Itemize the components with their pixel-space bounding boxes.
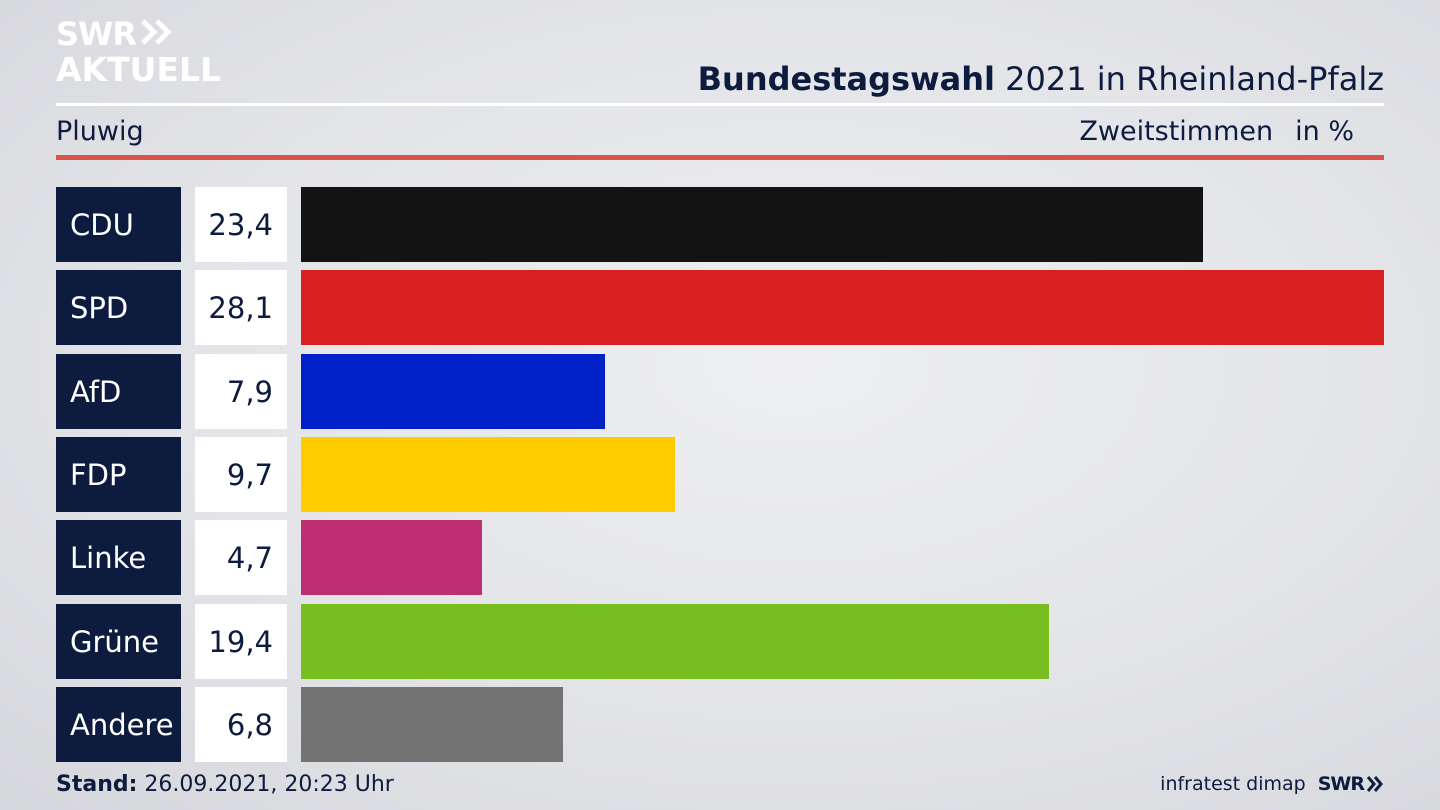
chart-title-bold: Bundestagswahl bbox=[697, 60, 995, 98]
data-label: 7,9 bbox=[195, 354, 287, 429]
data-label: 23,4 bbox=[195, 187, 287, 262]
bar-chart: CDU 23,4 SPD 28,1 AfD 7,9 FDP 9,7 Linke 4,7 Grüne 1… bbox=[56, 187, 1384, 762]
source-text: infratest dimap bbox=[1160, 773, 1306, 795]
party-label: FDP bbox=[56, 437, 181, 512]
party-label: AfD bbox=[56, 354, 181, 429]
double-chevron-right-icon bbox=[1366, 776, 1383, 792]
data-label: 4,7 bbox=[195, 520, 287, 595]
logo-swr-line: SWR bbox=[56, 18, 221, 50]
data-label: 28,1 bbox=[195, 270, 287, 345]
bar-row: Andere 6,8 bbox=[56, 687, 1384, 762]
logo-swr-text: SWR bbox=[56, 15, 137, 53]
source-credit: infratest dimap SWR bbox=[1160, 773, 1384, 795]
data-label: 19,4 bbox=[195, 604, 287, 679]
data-label: 9,7 bbox=[195, 437, 287, 512]
measure-text: Zweitstimmen bbox=[1079, 116, 1274, 147]
party-label: Linke bbox=[56, 520, 181, 595]
bar-row: Grüne 19,4 bbox=[56, 604, 1384, 679]
unit-text: in % bbox=[1295, 116, 1354, 147]
timestamp: Stand: 26.09.2021, 20:23 Uhr bbox=[56, 772, 394, 797]
party-label: Grüne bbox=[56, 604, 181, 679]
measure-label: Zweitstimmen in % bbox=[1079, 116, 1354, 147]
bar-row: SPD 28,1 bbox=[56, 270, 1384, 345]
bar-row: FDP 9,7 bbox=[56, 437, 1384, 512]
bar bbox=[301, 437, 675, 512]
chart-title-rest: 2021 in Rheinland-Pfalz bbox=[995, 60, 1384, 98]
bar bbox=[301, 687, 563, 762]
bar bbox=[301, 270, 1384, 345]
party-label: Andere bbox=[56, 687, 181, 762]
bar bbox=[301, 520, 482, 595]
party-label: CDU bbox=[56, 187, 181, 262]
bar-row: Linke 4,7 bbox=[56, 520, 1384, 595]
region-name: Pluwig bbox=[56, 116, 144, 147]
logo-aktuell-text: AKTUELL bbox=[56, 50, 222, 89]
party-label: SPD bbox=[56, 270, 181, 345]
bar bbox=[301, 187, 1203, 262]
double-chevron-right-icon bbox=[140, 18, 174, 50]
accent-divider bbox=[56, 155, 1384, 160]
swr-footer-logo: SWR bbox=[1318, 773, 1384, 795]
swr-aktuell-logo: SWR AKTUELL bbox=[56, 18, 221, 86]
bar bbox=[301, 604, 1049, 679]
data-label: 6,8 bbox=[195, 687, 287, 762]
bar-row: AfD 7,9 bbox=[56, 354, 1384, 429]
timestamp-label: Stand: bbox=[56, 772, 138, 797]
bar bbox=[301, 354, 605, 429]
swr-footer-logo-text: SWR bbox=[1317, 773, 1365, 795]
timestamp-value: 26.09.2021, 20:23 Uhr bbox=[137, 772, 394, 797]
chart-title: Bundestagswahl 2021 in Rheinland-Pfalz bbox=[698, 60, 1384, 98]
header-divider bbox=[56, 103, 1384, 106]
bar-row: CDU 23,4 bbox=[56, 187, 1384, 262]
